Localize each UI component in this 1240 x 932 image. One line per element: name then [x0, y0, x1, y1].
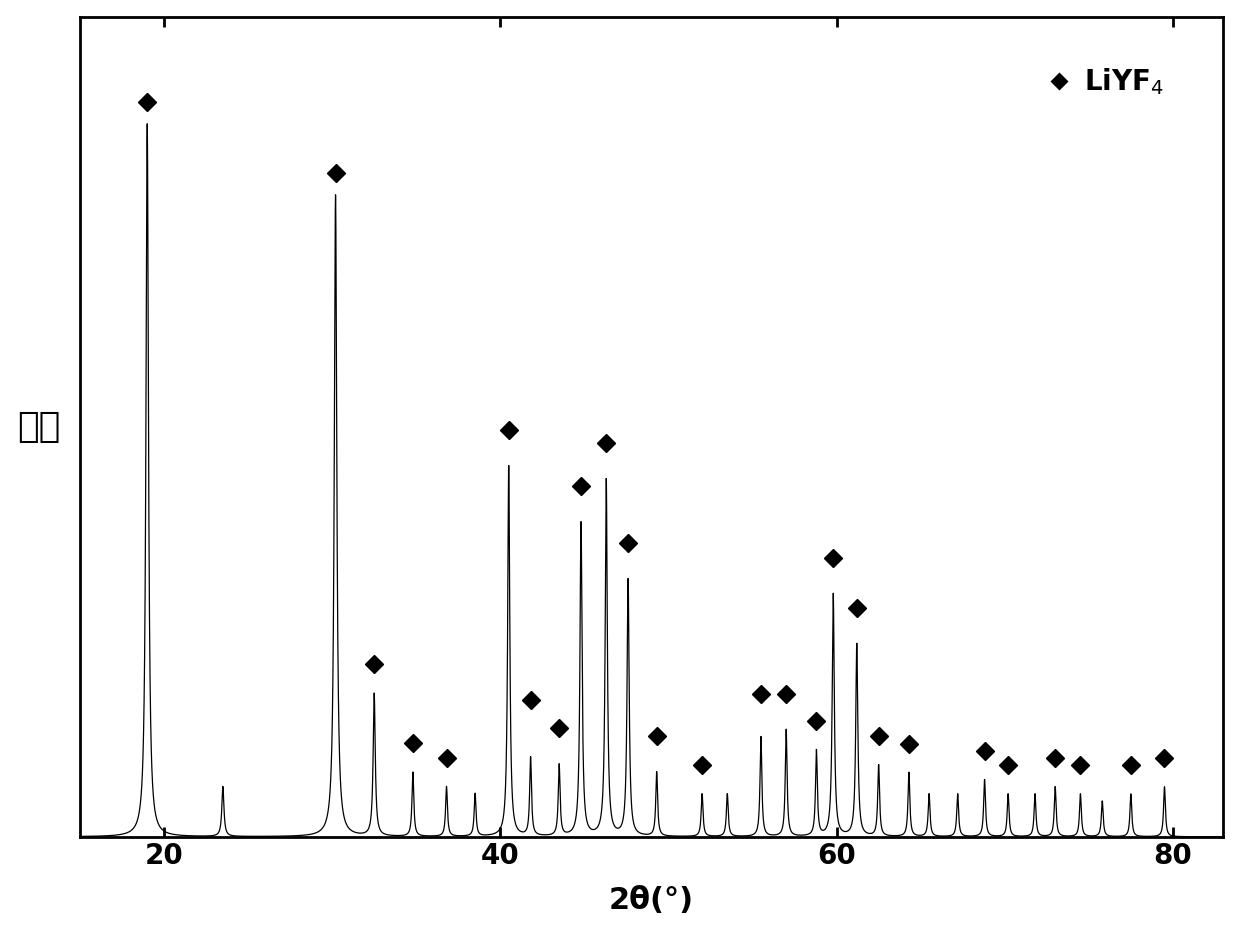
- Y-axis label: 强度: 强度: [16, 410, 60, 444]
- X-axis label: 2θ(°): 2θ(°): [609, 886, 694, 915]
- Legend: LiYF$_4$: LiYF$_4$: [1034, 55, 1176, 108]
